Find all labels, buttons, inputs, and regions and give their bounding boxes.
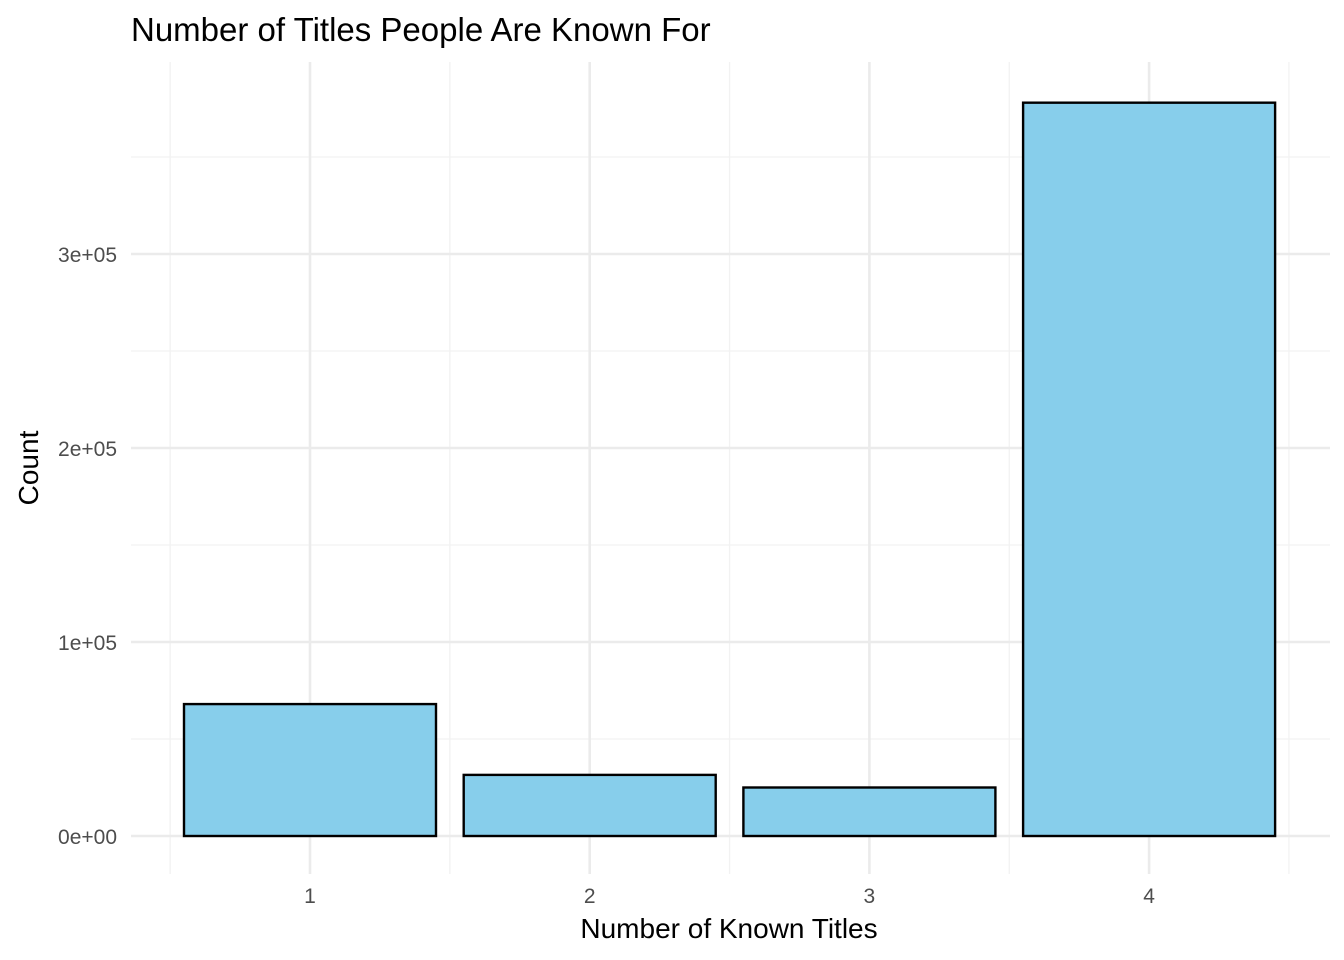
bar-2 bbox=[462, 773, 717, 838]
y-tick-label: 1e+05 bbox=[58, 632, 117, 655]
x-tick-label: 2 bbox=[584, 885, 596, 908]
x-axis-ticks: 1 2 3 4 bbox=[304, 885, 1155, 908]
chart-title: Number of Titles People Are Known For bbox=[131, 11, 711, 48]
y-tick-label: 3e+05 bbox=[58, 244, 117, 267]
x-axis-title: Number of Known Titles bbox=[580, 913, 877, 944]
y-tick-label: 0e+00 bbox=[58, 826, 117, 849]
bar-3 bbox=[742, 786, 997, 838]
y-axis-ticks: 0e+00 1e+05 2e+05 3e+05 bbox=[58, 244, 117, 849]
x-tick-label: 3 bbox=[864, 885, 876, 908]
x-tick-label: 4 bbox=[1143, 885, 1155, 908]
bar-1 bbox=[182, 702, 438, 838]
bars bbox=[182, 101, 1277, 838]
y-tick-label: 2e+05 bbox=[58, 438, 117, 461]
y-axis-title: Count bbox=[13, 430, 44, 505]
bar-4 bbox=[1021, 101, 1277, 838]
x-tick-label: 1 bbox=[304, 885, 316, 908]
